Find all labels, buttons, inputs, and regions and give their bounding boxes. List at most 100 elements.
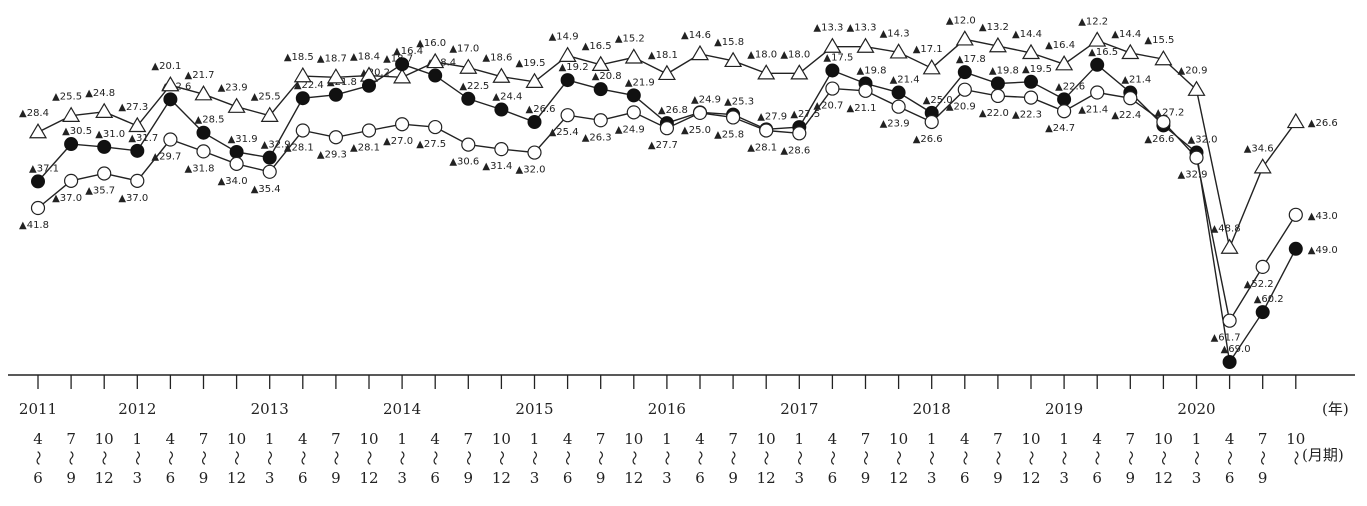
triangle-marker bbox=[260, 106, 279, 122]
data-label: ▲31.0 bbox=[95, 129, 125, 140]
data-label: ▲15.5 bbox=[1144, 35, 1174, 46]
period-start-label: 1 bbox=[265, 430, 275, 448]
filled-circle-marker bbox=[262, 150, 277, 165]
triangle-marker bbox=[227, 97, 246, 113]
period-end-label: 9 bbox=[993, 469, 1003, 487]
triangle-marker bbox=[194, 85, 213, 101]
data-label: ▲26.6 bbox=[1308, 118, 1338, 129]
period-end-label: 9 bbox=[199, 469, 209, 487]
data-label: ▲18.0 bbox=[780, 49, 810, 60]
period-start-label: 10 bbox=[227, 430, 246, 448]
year-label: 2011 bbox=[19, 400, 57, 418]
data-label: ▲19.2 bbox=[559, 62, 589, 73]
data-label: ▲29.7 bbox=[151, 152, 181, 163]
data-label: ▲37.0 bbox=[118, 193, 148, 204]
data-label: ▲28.1 bbox=[747, 142, 777, 153]
filled-circle-marker bbox=[31, 174, 45, 189]
data-label: ▲27.5 bbox=[416, 139, 446, 150]
data-label: ▲48.8 bbox=[1211, 224, 1241, 235]
data-label: ▲28.4 bbox=[19, 108, 49, 119]
open-circle-marker bbox=[560, 108, 575, 123]
data-label: ▲21.9 bbox=[625, 77, 655, 88]
period-start-label: 4 bbox=[33, 430, 43, 448]
open-circle-marker bbox=[725, 110, 741, 125]
data-label: ▲14.3 bbox=[880, 28, 910, 39]
triangle-marker bbox=[525, 72, 544, 88]
data-label: ▲18.0 bbox=[747, 49, 777, 60]
open-circle-marker bbox=[626, 105, 641, 120]
triangle-marker bbox=[492, 67, 511, 83]
open-circle-marker bbox=[229, 156, 244, 171]
data-label: ▲24.8 bbox=[85, 88, 115, 99]
period-separator: 〜 bbox=[526, 450, 544, 465]
filled-circle-marker bbox=[1288, 241, 1303, 256]
open-circle-marker bbox=[262, 164, 277, 179]
data-label: ▲24.7 bbox=[1045, 123, 1075, 134]
period-separator: 〜 bbox=[161, 450, 179, 465]
period-separator: 〜 bbox=[228, 450, 246, 465]
open-circle-marker bbox=[527, 145, 542, 160]
data-label: ▲26.6 bbox=[526, 104, 556, 115]
period-end-label: 9 bbox=[331, 469, 341, 487]
data-label: ▲21.4 bbox=[890, 75, 920, 86]
data-label: ▲28.1 bbox=[284, 142, 314, 153]
period-separator: 〜 bbox=[29, 450, 47, 465]
filled-circle-marker bbox=[229, 144, 244, 159]
open-circle-marker bbox=[395, 117, 410, 132]
open-circle-marker bbox=[63, 173, 79, 188]
period-end-label: 3 bbox=[1059, 469, 1069, 487]
open-circle-marker bbox=[659, 121, 675, 136]
data-label: ▲16.4 bbox=[393, 46, 423, 57]
period-separator: 〜 bbox=[592, 450, 610, 465]
data-label: ▲25.0 bbox=[923, 95, 953, 106]
period-separator: 〜 bbox=[757, 450, 775, 465]
period-separator: 〜 bbox=[857, 450, 875, 465]
data-label: ▲14.9 bbox=[549, 32, 579, 43]
triangle-marker bbox=[1220, 238, 1239, 254]
data-label: ▲35.4 bbox=[251, 184, 281, 195]
year-label: 2014 bbox=[383, 400, 421, 418]
triangle-marker bbox=[657, 64, 676, 81]
period-start-label: 1 bbox=[1059, 430, 1069, 448]
period-separator: 〜 bbox=[1022, 450, 1040, 465]
period-end-label: 6 bbox=[430, 469, 440, 487]
data-label: ▲16.5 bbox=[1088, 47, 1118, 58]
triangle-marker bbox=[790, 64, 809, 80]
period-end-label: 12 bbox=[1021, 469, 1040, 487]
period-start-label: 4 bbox=[960, 430, 970, 448]
period-start-label: 7 bbox=[596, 430, 606, 448]
year-label: 2019 bbox=[1045, 400, 1083, 418]
data-label: ▲37.0 bbox=[52, 193, 82, 204]
period-separator: 〜 bbox=[1055, 450, 1073, 465]
open-circle-marker bbox=[295, 123, 310, 138]
data-label: ▲32.9 bbox=[1178, 170, 1208, 181]
period-end-label: 6 bbox=[1225, 469, 1235, 487]
data-label: ▲25.5 bbox=[251, 92, 281, 103]
triangle-marker bbox=[393, 68, 412, 84]
open-circle-marker bbox=[1056, 104, 1072, 119]
data-label: ▲19.8 bbox=[989, 65, 1019, 76]
open-circle-marker bbox=[494, 142, 509, 157]
period-separator: 〜 bbox=[691, 450, 709, 465]
period-separator: 〜 bbox=[195, 450, 213, 465]
data-label: ▲13.2 bbox=[979, 22, 1009, 33]
period-end-label: 6 bbox=[1092, 469, 1102, 487]
data-label: ▲28.6 bbox=[780, 145, 810, 156]
data-label: ▲19.5 bbox=[516, 58, 546, 69]
data-label: ▲12.0 bbox=[946, 15, 976, 26]
data-label: ▲18.1 bbox=[648, 50, 678, 61]
year-label: 2016 bbox=[648, 400, 686, 418]
data-label: ▲34.0 bbox=[218, 176, 248, 187]
data-label: ▲25.5 bbox=[52, 92, 82, 103]
period-end-label: 3 bbox=[265, 469, 275, 487]
data-label: ▲13.3 bbox=[847, 23, 877, 34]
period-end-label: 12 bbox=[1154, 469, 1173, 487]
period-start-label: 7 bbox=[861, 430, 871, 448]
data-label: ▲25.8 bbox=[714, 129, 744, 140]
period-separator: 〜 bbox=[294, 450, 312, 465]
data-label: ▲29.3 bbox=[317, 149, 347, 160]
period-end-label: 3 bbox=[795, 469, 805, 487]
triangle-marker bbox=[161, 75, 180, 92]
open-circle-marker bbox=[593, 113, 608, 128]
